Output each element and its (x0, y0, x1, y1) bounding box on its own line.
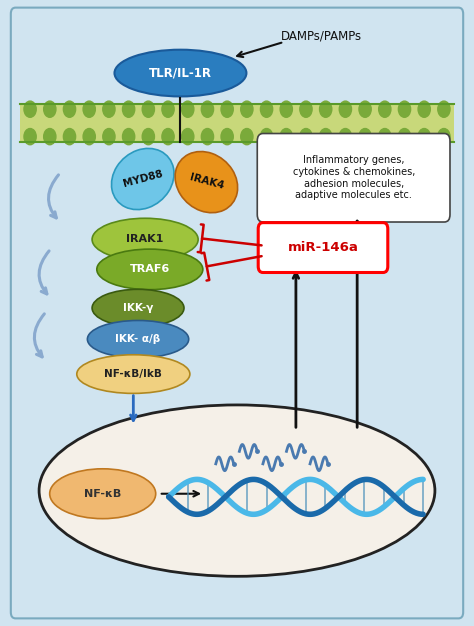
Circle shape (103, 101, 115, 117)
FancyBboxPatch shape (11, 8, 463, 618)
Circle shape (379, 128, 391, 145)
Ellipse shape (111, 148, 174, 210)
Ellipse shape (115, 49, 246, 96)
FancyBboxPatch shape (258, 223, 388, 272)
Circle shape (339, 101, 352, 117)
Circle shape (201, 128, 214, 145)
Circle shape (280, 101, 292, 117)
Circle shape (221, 128, 233, 145)
Circle shape (44, 128, 56, 145)
Circle shape (438, 128, 450, 145)
Text: IKK-γ: IKK-γ (123, 303, 153, 313)
Text: miR-146a: miR-146a (288, 241, 359, 254)
Circle shape (182, 128, 194, 145)
Text: TLR/IL-1R: TLR/IL-1R (149, 66, 212, 80)
Circle shape (162, 101, 174, 117)
FancyBboxPatch shape (257, 133, 450, 222)
Circle shape (398, 128, 410, 145)
Circle shape (142, 101, 155, 117)
Circle shape (319, 101, 332, 117)
Circle shape (182, 101, 194, 117)
Text: DAMPs/PAMPs: DAMPs/PAMPs (281, 29, 363, 42)
Text: Inflammatory genes,
cytokines & chemokines,
adhesion molecules,
adaptive molecul: Inflammatory genes, cytokines & chemokin… (292, 155, 415, 200)
Circle shape (162, 128, 174, 145)
Ellipse shape (97, 249, 203, 290)
Circle shape (64, 101, 76, 117)
Circle shape (438, 101, 450, 117)
Text: TRAF6: TRAF6 (130, 264, 170, 274)
Text: NF-κB: NF-κB (84, 489, 121, 499)
Ellipse shape (92, 218, 198, 260)
Circle shape (201, 101, 214, 117)
Circle shape (418, 101, 430, 117)
Circle shape (103, 128, 115, 145)
Text: NF-κB/IkB: NF-κB/IkB (104, 369, 162, 379)
Circle shape (398, 101, 410, 117)
Ellipse shape (39, 405, 435, 577)
Circle shape (300, 128, 312, 145)
Text: IRAK1: IRAK1 (127, 235, 164, 245)
Circle shape (359, 128, 371, 145)
Circle shape (280, 128, 292, 145)
Circle shape (260, 128, 273, 145)
Circle shape (319, 128, 332, 145)
Text: IKK- α/β: IKK- α/β (115, 334, 161, 344)
Circle shape (339, 128, 352, 145)
Circle shape (122, 101, 135, 117)
Ellipse shape (50, 469, 156, 519)
Circle shape (300, 101, 312, 117)
Circle shape (24, 101, 36, 117)
Circle shape (24, 128, 36, 145)
FancyBboxPatch shape (20, 104, 454, 141)
Ellipse shape (92, 289, 184, 327)
Circle shape (241, 101, 253, 117)
Ellipse shape (175, 151, 237, 213)
Circle shape (64, 128, 76, 145)
Circle shape (241, 128, 253, 145)
Text: IRAK4: IRAK4 (188, 173, 225, 192)
Circle shape (379, 101, 391, 117)
Circle shape (359, 101, 371, 117)
Text: MYD88: MYD88 (122, 169, 164, 189)
Ellipse shape (77, 355, 190, 393)
Circle shape (44, 101, 56, 117)
Ellipse shape (87, 321, 189, 358)
Circle shape (221, 101, 233, 117)
Circle shape (260, 101, 273, 117)
Circle shape (418, 128, 430, 145)
Circle shape (142, 128, 155, 145)
Circle shape (122, 128, 135, 145)
Circle shape (83, 128, 95, 145)
Circle shape (83, 101, 95, 117)
